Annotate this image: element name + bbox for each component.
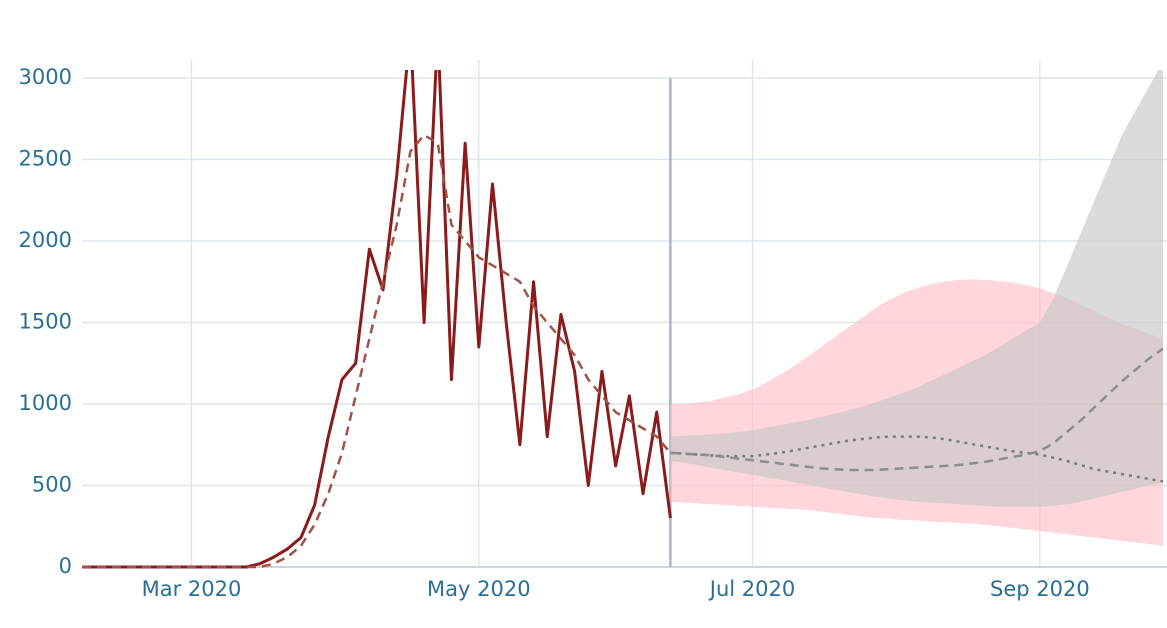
series-line xyxy=(82,133,672,569)
y-tick-label: 1500 xyxy=(19,310,72,334)
x-tick-label: Jul 2020 xyxy=(708,577,795,601)
uncertainty-band xyxy=(670,70,1163,507)
y-tick-label: 1000 xyxy=(19,391,72,415)
series-line xyxy=(82,70,672,569)
x-tick-label: Sep 2020 xyxy=(990,577,1090,601)
x-tick-label: Mar 2020 xyxy=(142,577,242,601)
x-tick-label: May 2020 xyxy=(427,577,531,601)
labels: 0 500 1000 1500 2000 2500 3000 Mar 2020 May 2020… xyxy=(19,65,1090,601)
y-tick-label: 500 xyxy=(32,473,72,497)
series-line xyxy=(670,435,1164,483)
plot-area xyxy=(82,70,1164,569)
y-tick-label: 2500 xyxy=(19,147,72,171)
y-tick-label: 2000 xyxy=(19,228,72,252)
y-tick-label: 0 xyxy=(59,554,72,578)
y-tick-label: 3000 xyxy=(19,65,72,89)
series-line xyxy=(670,347,1164,472)
